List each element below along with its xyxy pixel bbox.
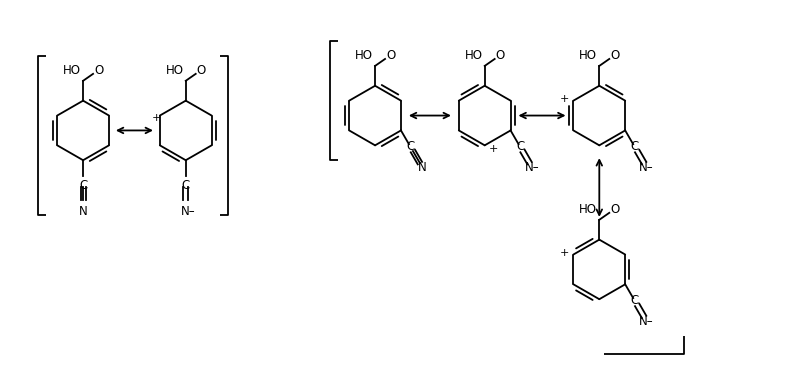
Text: +: + xyxy=(560,94,570,104)
Text: N–: N– xyxy=(639,161,654,174)
Text: N: N xyxy=(78,205,87,218)
Text: O: O xyxy=(94,64,103,78)
Text: C: C xyxy=(79,179,87,192)
Text: HO: HO xyxy=(465,49,482,62)
Text: C: C xyxy=(630,140,638,153)
Text: C: C xyxy=(516,140,524,153)
Text: O: O xyxy=(386,49,395,62)
Text: O: O xyxy=(496,49,505,62)
Text: +: + xyxy=(152,112,162,122)
Text: O: O xyxy=(610,49,619,62)
Text: HO: HO xyxy=(579,203,598,216)
Text: N: N xyxy=(418,161,426,174)
Text: N–: N– xyxy=(181,205,195,218)
Text: N–: N– xyxy=(639,315,654,328)
Text: HO: HO xyxy=(579,49,598,62)
Text: O: O xyxy=(610,203,619,216)
Text: +: + xyxy=(489,144,498,154)
Text: N–: N– xyxy=(525,161,539,174)
Text: +: + xyxy=(560,247,570,258)
Text: C: C xyxy=(182,179,190,192)
Text: O: O xyxy=(197,64,206,78)
Text: HO: HO xyxy=(355,49,373,62)
Text: HO: HO xyxy=(63,64,81,78)
Text: HO: HO xyxy=(166,64,184,78)
Text: C: C xyxy=(630,294,638,307)
Text: C: C xyxy=(406,140,414,153)
